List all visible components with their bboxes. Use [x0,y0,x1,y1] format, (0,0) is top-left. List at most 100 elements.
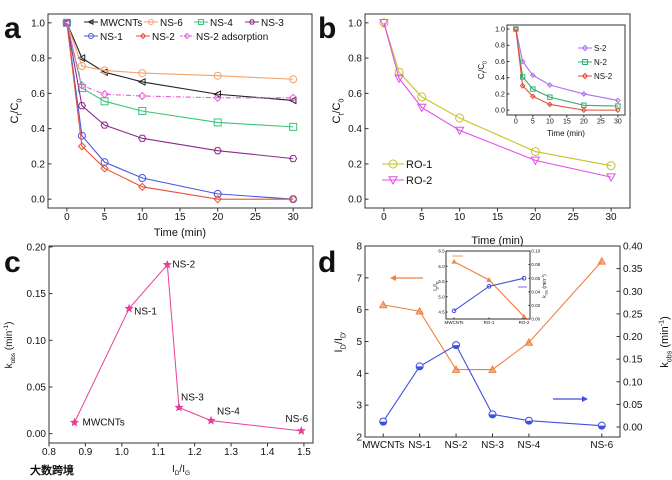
series-line [66,22,294,128]
series-ro-2 [379,19,616,183]
legend-item: NS-6 [144,18,183,29]
series-line [66,22,294,200]
label-part: I [172,464,175,475]
label-part: t [482,71,488,73]
label-part: /I [433,284,439,287]
data-point [524,337,534,346]
legend-item: NS-1 [84,32,123,43]
legend-item: RO-1 [382,159,432,171]
y2-tick-label: 0.00 [531,317,540,322]
series-kobs [379,341,606,430]
data-point [454,126,465,136]
legend-label: NS-2 adsorption [196,32,268,43]
data-point [547,94,553,100]
x-category-label: NS-1 [408,440,431,451]
y-tick-label: 0.6 [348,89,362,100]
label-part: 0 [337,99,345,103]
label-part: t [337,114,345,116]
data-point [100,158,109,167]
y2-tick-label: 0.40 [623,242,643,253]
series-line [383,22,612,178]
y-tick-label: 5.0 [438,294,445,299]
series-mwcnts [62,18,297,105]
label-part: obs [545,290,549,296]
series-ro-1 [379,18,616,171]
data-point [451,258,457,264]
y-tick-label: 7 [356,273,362,284]
x-category-label: RO-2 [519,320,530,325]
inset-y-axis-title: Ct/C0 [477,61,488,79]
panel-b-inset: 0 5 10 15 20 25 30 0.0 0.2 0.4 0.6 0.8 1.0 Time (min)… [477,24,626,138]
label-part: (min [659,326,671,350]
label-part: G [185,470,190,477]
series-id-id- [451,258,527,319]
data-point [521,313,527,319]
plot-frame [47,13,313,209]
y2-tick-label: 0.25 [623,309,643,320]
y-axis-title: Ct/C0 [9,99,23,124]
label-part: I [333,349,345,352]
y-tick-label: 0.15 [27,289,47,300]
data-point [521,275,527,281]
panel-d-inset: MWCNTs RO-1 RO-2 4.5 5.0 5.5 6.0 6.5 0.00 0.02 0.0… [433,249,549,325]
label-part: D' [436,281,440,284]
data-point [415,306,424,315]
data-point [546,82,553,88]
data-point [417,92,427,102]
label-part: (min [4,331,15,353]
data-point [100,164,109,173]
x-tick-label: 10 [137,212,149,223]
data-point [77,142,87,151]
label-part: C [477,73,486,79]
label-part: /I [333,338,345,344]
series-ns-2 [512,26,621,114]
series-line [66,22,294,80]
y-tick-label: 3 [356,401,362,412]
data-point [451,308,457,314]
plot-frame [506,24,626,116]
data-point [597,256,607,265]
x-tick-label: 1.4 [261,447,275,458]
data-point [379,19,389,28]
data-point [530,147,540,157]
y-axis-title: kobs (min-1) [3,322,17,369]
data-point [213,93,222,102]
label-part: ) [542,274,548,276]
y2-tick-label: 0.06 [531,276,540,281]
y2-tick-label: 0.02 [531,303,540,308]
data-point-fill [452,345,460,349]
y2-tick-label: 0.08 [531,262,540,267]
legend-item: MWCNTs [84,18,142,29]
data-point [530,156,541,166]
legend-item: S-2 [578,44,607,53]
legend-label: NS-2 [594,72,613,81]
x-category-label: RO-1 [484,320,495,325]
data-point [162,259,172,269]
point-label: NS-1 [134,307,157,318]
legend-item: NS-2 [578,72,613,81]
series-line [515,28,618,107]
x-tick-label: 25 [568,212,580,223]
x-category-label: NS-2 [445,440,468,451]
y-tick-label: 0.8 [31,54,45,65]
y2-tick-label: 0.10 [623,377,643,388]
label-part: /C [477,64,486,72]
data-point [455,113,465,123]
y-tick-label: 8 [356,242,362,253]
series-line [66,22,294,99]
data-point [62,18,72,28]
point-label: MWCNTs [82,417,124,428]
label-part: D [175,470,180,477]
series-line [515,28,618,111]
series-line [382,344,602,427]
data-point [289,122,298,131]
watermark: 大数跨境 [30,463,74,477]
y-tick-label: 0.10 [27,336,47,347]
data-point [138,134,147,142]
data-point [580,107,587,114]
y-tick-label: 0.6 [31,89,45,100]
legend-label: NS-4 [210,18,233,29]
data-point [289,75,298,84]
legend-label: RO-1 [406,159,432,171]
y-tick-label: 0.8 [495,43,505,50]
